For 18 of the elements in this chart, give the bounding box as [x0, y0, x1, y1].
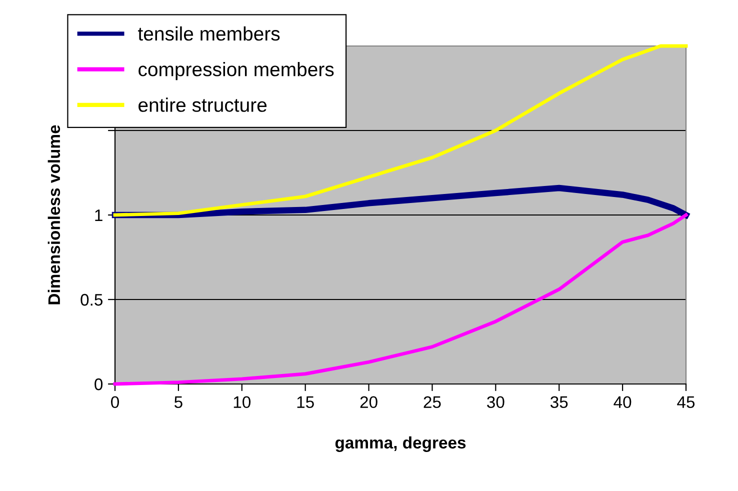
y-axis-title: Dimensionless volume	[48, 125, 60, 304]
legend-label: compression members	[138, 62, 334, 80]
x-axis-title: gamma, degrees	[335, 436, 466, 452]
y-tick-label: 1	[95, 210, 102, 222]
x-tick-label: 40	[614, 396, 632, 408]
x-tick-label: 25	[424, 396, 441, 408]
legend-label: tensile members	[138, 26, 280, 41]
x-tick-label: 45	[677, 396, 695, 408]
legend-label: entire structure	[138, 98, 267, 112]
x-tick-label: 0	[111, 396, 119, 408]
x-tick-label: 35	[550, 396, 568, 408]
y-tick-label: 0	[94, 378, 103, 390]
x-tick-label: 10	[234, 396, 251, 408]
y-tick-label: 0.5	[80, 294, 102, 306]
x-tick-label: 5	[174, 396, 182, 408]
x-tick-label: 20	[360, 396, 378, 408]
x-tick-label: 30	[487, 396, 504, 408]
x-tick-label: 15	[297, 396, 314, 408]
